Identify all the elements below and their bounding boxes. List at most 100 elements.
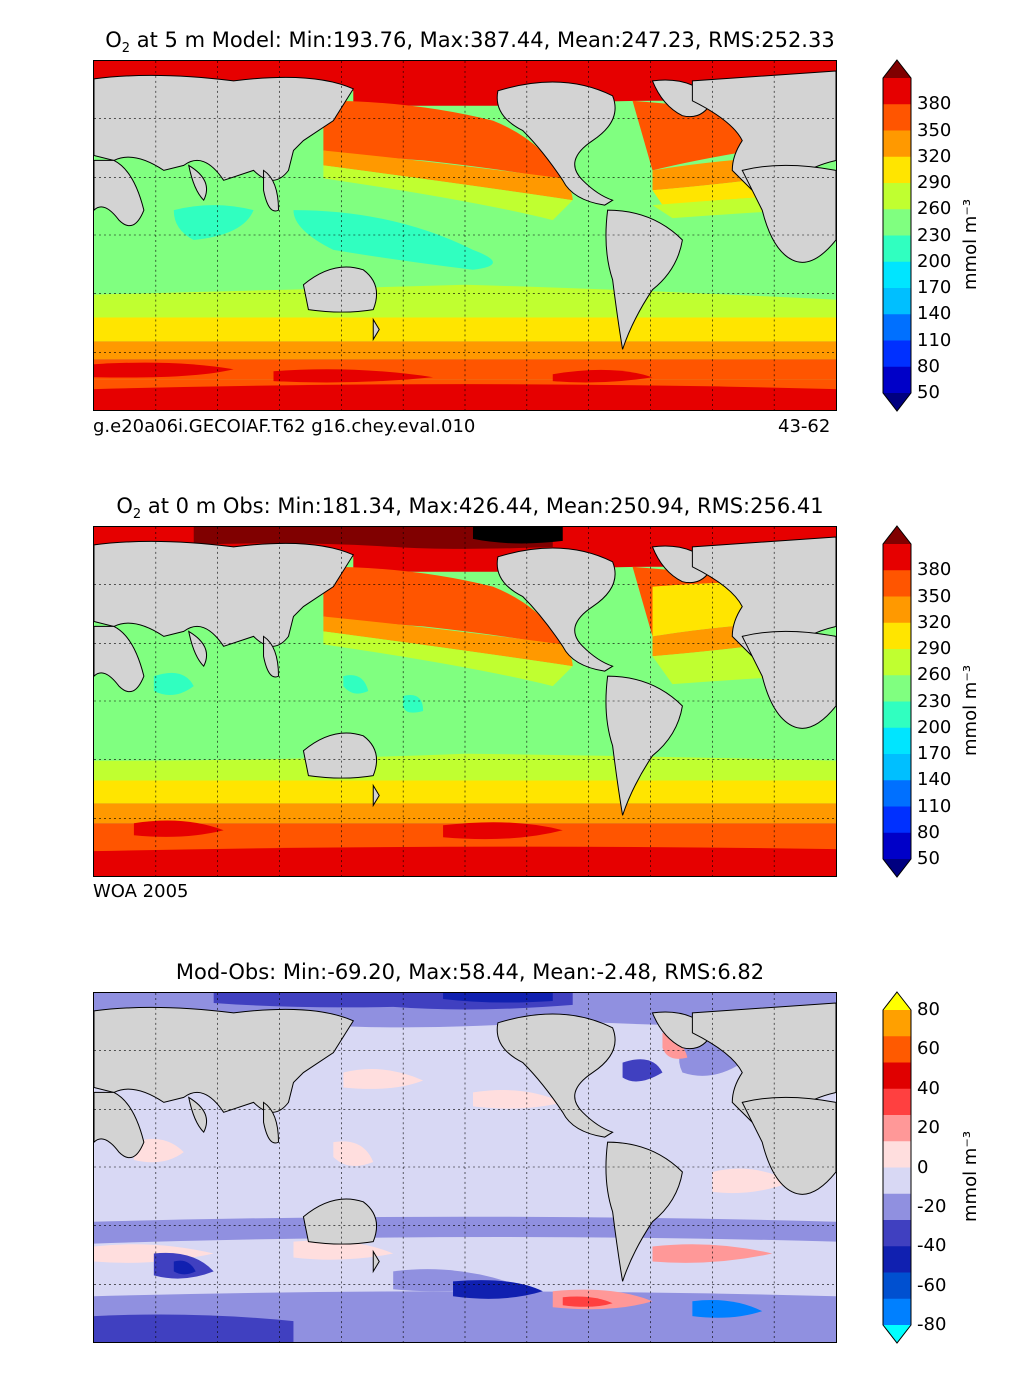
colorbar-tick-label: 380 — [917, 93, 952, 115]
colorbar-level — [883, 806, 911, 834]
colorbar-level — [883, 235, 911, 263]
colorbar-scale — [882, 991, 912, 1344]
colorbar-outline — [882, 59, 912, 412]
colorbar-level — [883, 1167, 911, 1195]
colorbar-tick-label: 350 — [917, 119, 952, 141]
colorbar-level — [883, 1272, 911, 1300]
colorbar-level — [883, 130, 911, 158]
ocean-map — [94, 527, 836, 876]
colorbar-outline — [882, 525, 912, 878]
colorbar — [882, 59, 912, 412]
colorbar-level — [883, 261, 911, 289]
colorbar-min-arrow — [883, 859, 911, 877]
colorbar-level — [883, 288, 911, 315]
colorbar-tick-label: 170 — [917, 743, 952, 764]
colorbar-level — [883, 596, 911, 624]
run-label: g.e20a06i.GECOIAF.T62 g16.chey.eval.010 — [93, 416, 476, 437]
obs-panel: O2 at 0 m Obs: Min:181.34, Max:426.44, M… — [93, 494, 981, 902]
years-label: 43-62 — [778, 416, 831, 437]
colorbar-tick-label: 320 — [917, 145, 952, 167]
colorbar-level — [883, 727, 911, 755]
colorbar-scale — [882, 59, 912, 412]
colorbar-level — [883, 1115, 911, 1142]
colorbar-level — [883, 104, 911, 131]
colorbar-tick-label: 200 — [917, 250, 952, 272]
colorbar-level — [883, 780, 911, 807]
colorbar — [882, 991, 912, 1344]
colorbar-tick-label: 20 — [917, 1117, 940, 1139]
colorbar-tick-label: 50 — [917, 848, 940, 869]
colorbar-max-arrow — [883, 992, 911, 1010]
colorbar-min-arrow — [883, 393, 911, 411]
colorbar-level — [883, 156, 911, 184]
colorbar-tick-label: -60 — [917, 1274, 947, 1296]
panel-title: Mod-Obs: Min:-69.20, Max:58.44, Mean:-2.… — [175, 960, 765, 984]
colorbar-tick-label: 200 — [917, 716, 952, 738]
colorbar-tick-label: 60 — [917, 1038, 940, 1060]
colorbar-tick-label: 260 — [917, 664, 952, 686]
colorbar-level — [883, 1141, 911, 1168]
colorbar-unit: mmol m⁻³ — [960, 1130, 981, 1222]
colorbar-level — [883, 78, 911, 105]
colorbar-tick-label: 260 — [917, 198, 952, 220]
map-plot — [93, 60, 837, 411]
colorbar-level — [883, 1193, 911, 1221]
colorbar-tick-label: 290 — [917, 638, 952, 659]
map-plot — [93, 526, 837, 877]
colorbar-tick-label: 40 — [917, 1077, 940, 1099]
colorbar-level — [883, 544, 911, 571]
colorbar-tick-label: -20 — [917, 1195, 947, 1217]
colorbar-max-arrow — [883, 60, 911, 78]
colorbar-level — [883, 754, 911, 781]
colorbar-scale — [882, 525, 912, 878]
colorbar-tick-label: 320 — [917, 611, 952, 633]
colorbar-level — [883, 622, 911, 650]
colorbar-tick-label: -40 — [917, 1235, 947, 1257]
colorbar-tick-label: 140 — [917, 303, 952, 325]
colorbar-level — [883, 1246, 911, 1273]
colorbar-level — [883, 1220, 911, 1247]
colorbar — [882, 525, 912, 878]
colorbar-level — [883, 1036, 911, 1063]
colorbar-level — [883, 675, 911, 702]
panel-title: O2 at 5 m Model: Min:193.76, Max:387.44,… — [105, 28, 835, 57]
colorbar-level — [883, 366, 911, 394]
colorbar-level — [883, 1010, 911, 1037]
colorbar-level — [883, 314, 911, 341]
colorbar-tick-label: 50 — [917, 382, 940, 403]
colorbar-level — [883, 701, 911, 729]
source-label: WOA 2005 — [93, 881, 189, 902]
colorbar-level — [883, 570, 911, 597]
colorbar-outline — [882, 991, 912, 1344]
colorbar-tick-label: -80 — [917, 1314, 947, 1335]
colorbar-tick-label: 290 — [917, 172, 952, 193]
ocean-map — [94, 993, 836, 1342]
colorbar-tick-label: 170 — [917, 277, 952, 298]
colorbar-tick-label: 230 — [917, 690, 952, 712]
colorbar-max-arrow — [883, 526, 911, 544]
colorbar-level — [883, 832, 911, 860]
model-panel: O2 at 5 m Model: Min:193.76, Max:387.44,… — [0, 0, 1020, 460]
ocean-map — [94, 61, 836, 410]
colorbar-level — [883, 340, 911, 368]
panel-title: O2 at 0 m Obs: Min:181.34, Max:426.44, M… — [116, 494, 824, 523]
colorbar-tick-label: 0 — [917, 1156, 929, 1178]
colorbar-tick-label: 110 — [917, 795, 952, 817]
colorbar-tick-label: 230 — [917, 224, 952, 246]
colorbar-level — [883, 649, 911, 676]
colorbar-min-arrow — [883, 1325, 911, 1343]
colorbar-level — [883, 1298, 911, 1326]
colorbar-tick-label: 80 — [917, 999, 940, 1020]
colorbar-level — [883, 1062, 911, 1090]
colorbar-tick-label: 140 — [917, 769, 952, 791]
colorbar-level — [883, 183, 911, 210]
colorbar-tick-label: 380 — [917, 559, 952, 581]
colorbar-tick-label: 110 — [917, 329, 952, 351]
colorbar-level — [883, 209, 911, 236]
colorbar-tick-label: 80 — [917, 355, 940, 377]
map-plot — [93, 992, 837, 1343]
colorbar-level — [883, 1088, 911, 1116]
colorbar-tick-label: 80 — [917, 821, 940, 843]
colorbar-tick-label: 350 — [917, 585, 952, 607]
